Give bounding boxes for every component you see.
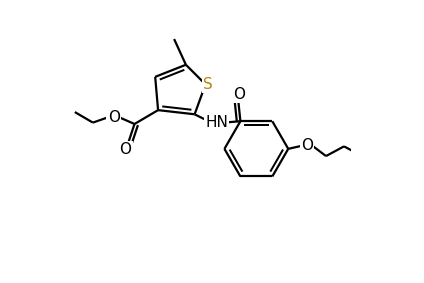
Text: S: S [203,77,212,92]
Text: HN: HN [205,115,228,130]
Text: O: O [119,142,131,157]
Text: O: O [233,87,245,102]
Text: O: O [108,110,120,125]
Text: O: O [301,138,313,153]
